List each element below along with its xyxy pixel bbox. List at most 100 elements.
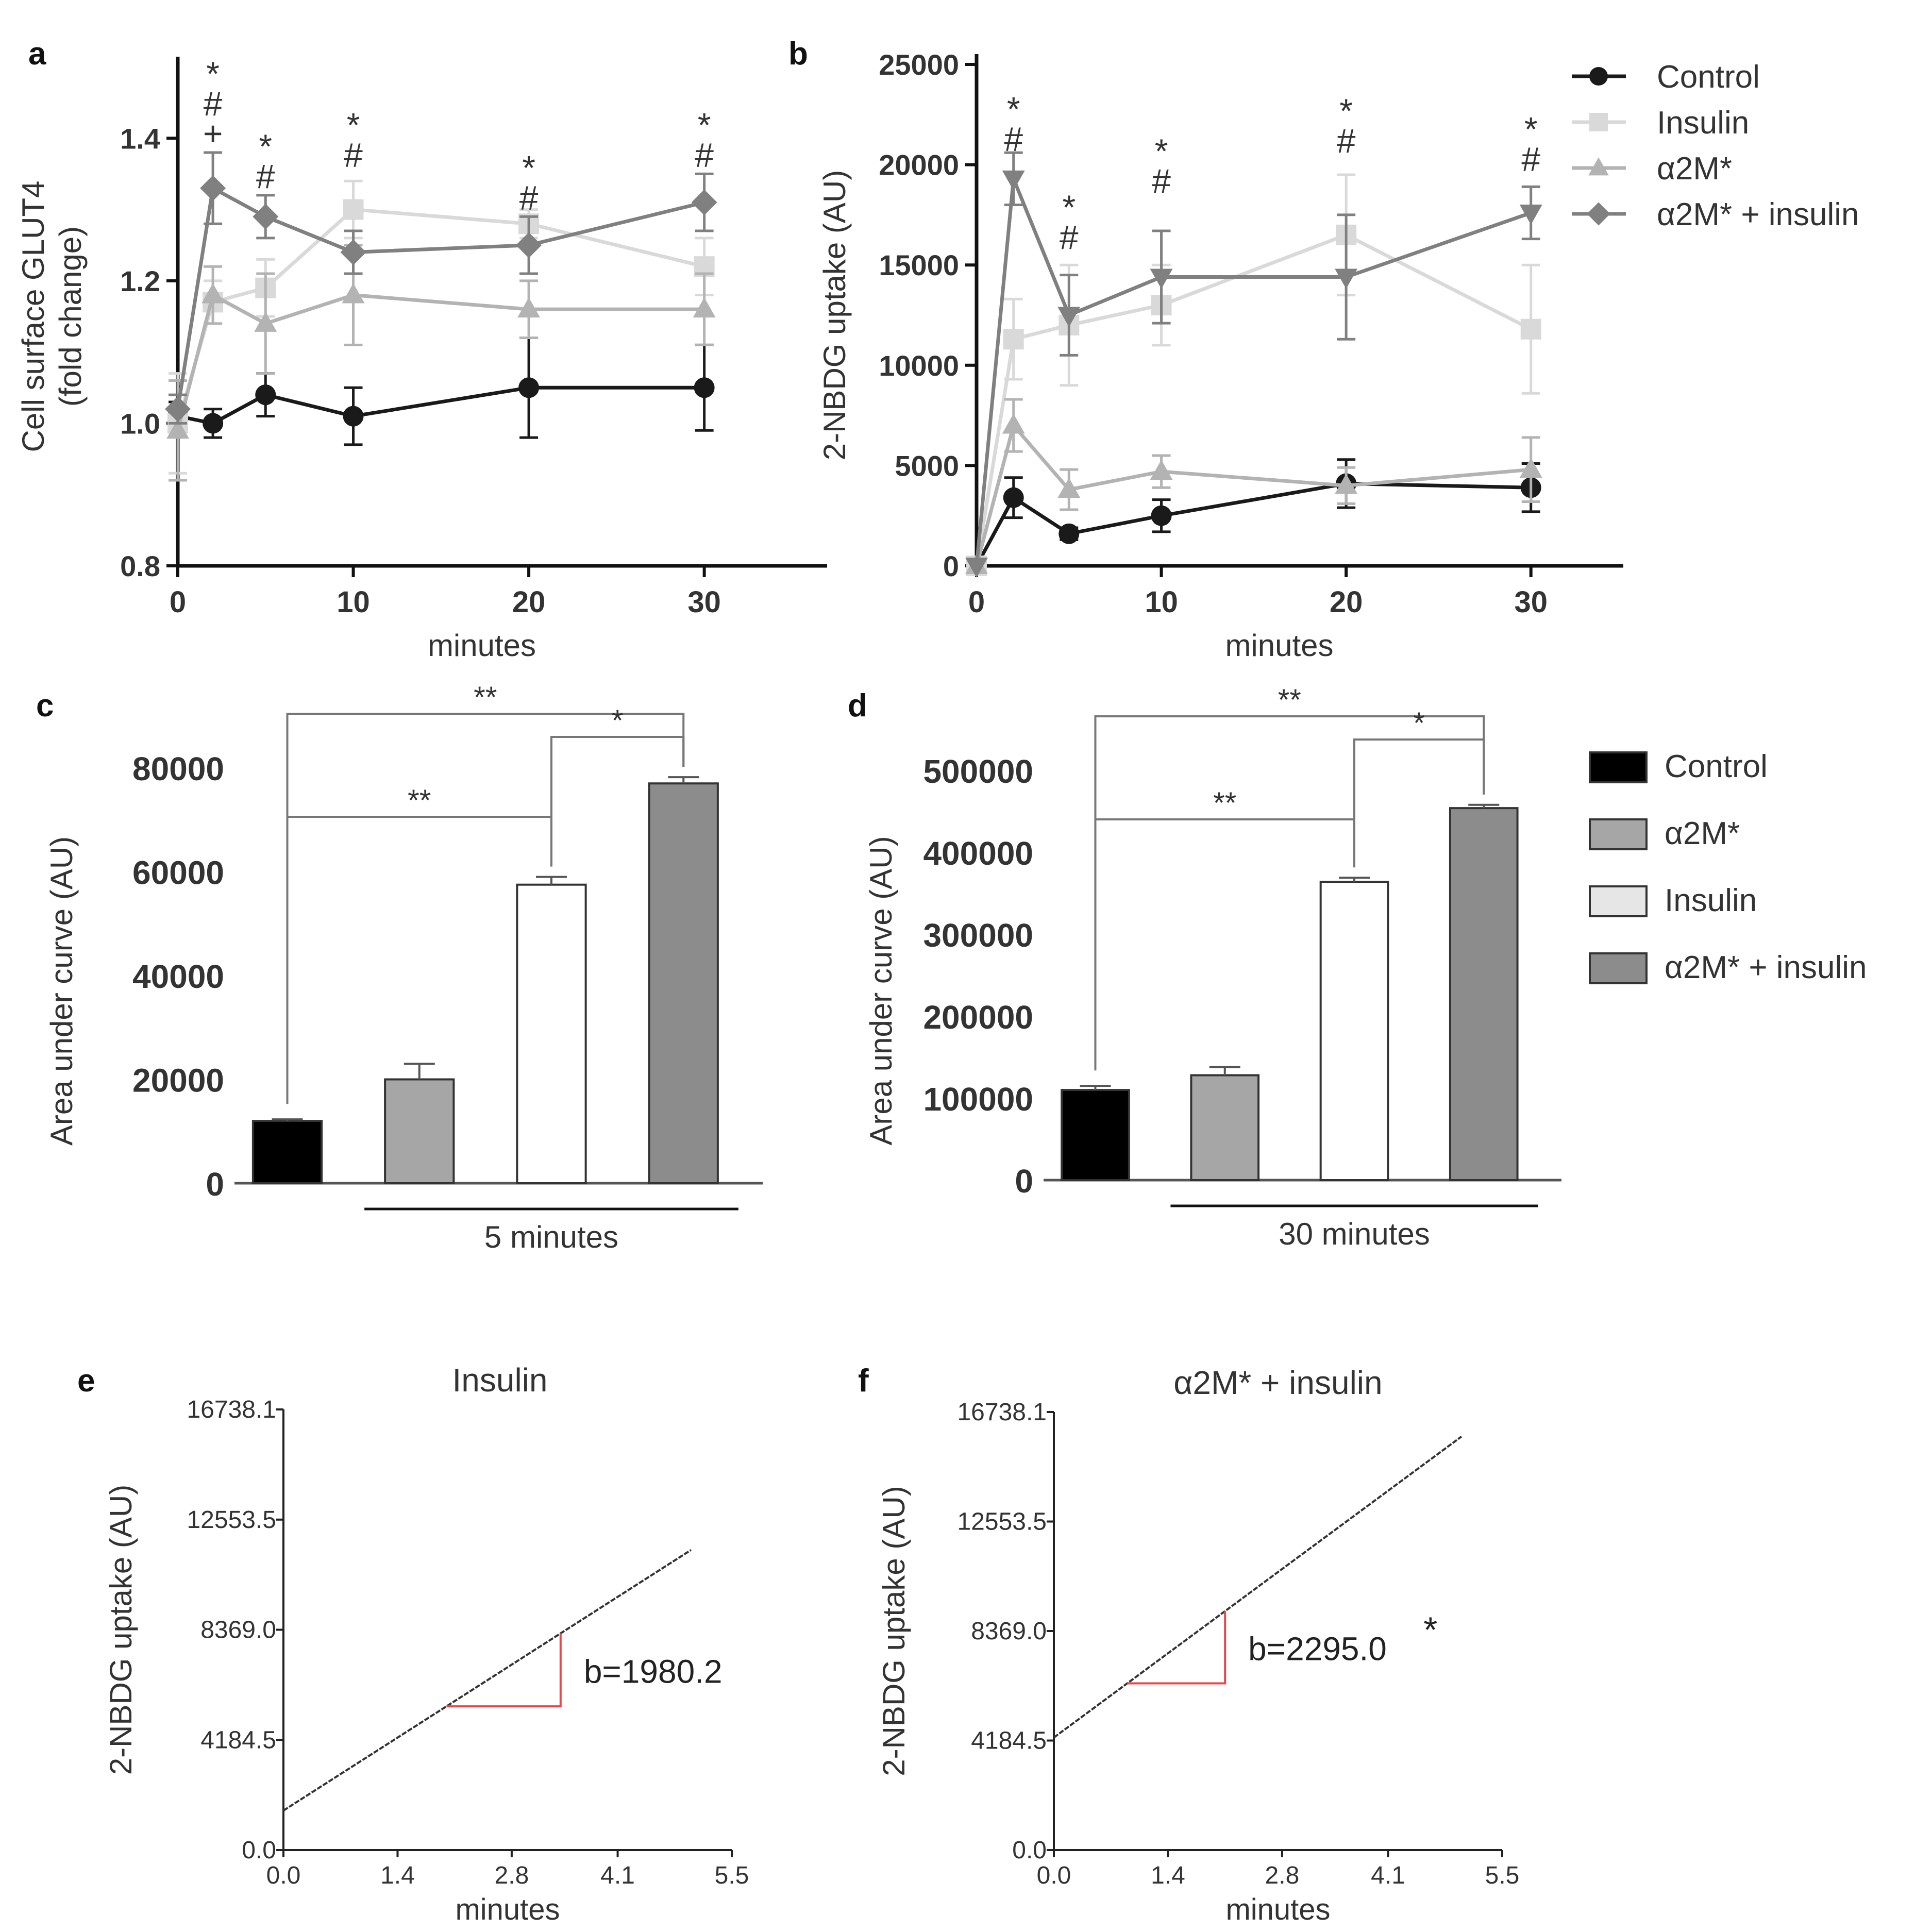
y-tick-label: 80000: [132, 750, 224, 787]
panel-letter: c: [36, 688, 54, 724]
x-tick-label: 5.5: [1485, 1862, 1520, 1889]
group-label: 30 minutes: [1279, 1217, 1430, 1251]
y-tick-label: 16738.1: [957, 1399, 1047, 1426]
series-line-insulin: [975, 232, 1532, 566]
legend-swatch: [1589, 885, 1648, 917]
y-tick-label: 40000: [132, 958, 224, 995]
y-tick-label: 0.0: [1012, 1837, 1047, 1864]
significance-mark: #: [695, 136, 714, 174]
data-point-insulin: [1520, 318, 1541, 340]
y-axis-title: Area under curve (AU): [44, 836, 79, 1146]
x-tick-label: 0: [170, 585, 186, 619]
panel-letter: e: [77, 1363, 95, 1399]
bar-a2m_insulin: [1449, 807, 1519, 1181]
y-tick-label: 0: [943, 550, 959, 582]
significance-mark: #: [204, 85, 223, 123]
x-axis-title: minutes: [1225, 1893, 1330, 1926]
legend-label: Insulin: [1665, 883, 1757, 918]
y-axis-title: (fold change): [53, 226, 88, 407]
significance-bracket: [1353, 738, 1485, 863]
legend-marker: [1588, 157, 1609, 176]
legend-marker: [1587, 202, 1610, 226]
series-line-a2m_insulin: [176, 185, 705, 410]
x-tick-label: 10: [337, 585, 370, 619]
significance-mark: *: [206, 55, 220, 93]
x-tick-label: 20: [512, 585, 546, 619]
data-point-a2m: [166, 418, 189, 439]
legend-swatch: [1589, 952, 1648, 984]
x-tick-label: 4.1: [1371, 1862, 1405, 1889]
y-tick-label: 100000: [923, 1081, 1033, 1118]
significance-mark: #: [1004, 120, 1023, 158]
significance-mark: #: [519, 179, 539, 217]
x-tick-label: 1.4: [380, 1862, 415, 1889]
significance-mark: *: [1062, 188, 1076, 226]
significance-mark: *: [1155, 132, 1168, 170]
bar-control: [251, 1120, 323, 1185]
data-point-a2m: [201, 283, 225, 304]
y-tick-label: 8369.0: [200, 1617, 276, 1644]
data-point-a2m_insulin: [1002, 170, 1025, 191]
data-point-control: [1151, 505, 1172, 526]
y-tick-label: 12553.5: [957, 1508, 1047, 1536]
y-tick-label: 20000: [132, 1062, 224, 1099]
data-point-a2m: [1150, 460, 1173, 480]
y-tick-label: 4184.5: [200, 1726, 276, 1754]
y-tick-label: 60000: [132, 854, 224, 892]
y-axis-title: 2-NBDG uptake (AU): [817, 170, 852, 461]
y-axis-title: 2-NBDG uptake (AU): [104, 1485, 138, 1775]
data-point-a2m_insulin: [253, 204, 279, 230]
x-axis-title: minutes: [455, 1893, 560, 1926]
significance-mark: *: [698, 106, 711, 144]
legend-label: Insulin: [1657, 105, 1749, 141]
panel-b-chart: b 0 5000 10000 15000 20000 25000 0 10 20 30 minutes…: [788, 36, 1623, 663]
y-tick-label: 200000: [923, 999, 1033, 1036]
significance-mark: #: [1060, 218, 1079, 256]
data-point-a2m: [1057, 478, 1081, 498]
data-point-control: [343, 406, 364, 427]
group-label: 5 minutes: [484, 1220, 618, 1254]
y-axis-title: Area under curve (AU): [864, 836, 898, 1145]
x-tick-label: 30: [1514, 585, 1548, 619]
panel-d-chart: d 0 100000 200000 300000 400000 500000 Area und…: [848, 683, 1561, 1251]
legend-label: α2M*: [1665, 816, 1740, 851]
bar-insulin: [516, 883, 587, 1184]
legend-marker: [1589, 113, 1608, 131]
y-tick-label: 1.2: [120, 265, 160, 297]
x-tick-label: 4.1: [600, 1862, 635, 1889]
significance-bracket: [286, 816, 552, 1104]
significance-bracket: [550, 736, 685, 862]
data-point-a2m: [1002, 413, 1025, 434]
bar-a2m: [1190, 1074, 1260, 1181]
data-point-a2m: [342, 283, 365, 304]
x-tick-label: 2.8: [1265, 1862, 1300, 1889]
x-axis-title: minutes: [428, 628, 536, 663]
chart-title: α2M* + insulin: [1173, 1364, 1382, 1401]
significance-mark: *: [522, 149, 535, 187]
data-point-a2m_insulin: [1057, 307, 1081, 327]
slope-triangle: [1127, 1611, 1227, 1685]
series-line-a2m: [975, 422, 1532, 566]
significance-mark: *: [347, 106, 360, 144]
slope-triangle: [446, 1633, 562, 1708]
significance-label: **: [474, 681, 497, 714]
significance-mark: *: [259, 127, 272, 165]
data-point-control: [203, 413, 224, 434]
data-point-insulin: [1003, 329, 1024, 350]
y-tick-label: 10000: [879, 349, 959, 382]
significance-mark: *: [1007, 90, 1020, 128]
panel-a-chart: a 0.8 1.0 1.2 1.4 0 10 20 30 minutes Cell surface …: [16, 36, 827, 663]
data-point-insulin: [343, 199, 364, 220]
panel-letter: f: [858, 1363, 869, 1399]
data-point-a2m_insulin: [691, 189, 717, 215]
regression-line: [282, 1549, 692, 1812]
y-tick-label: 0: [1015, 1163, 1033, 1200]
y-tick-label: 16738.1: [187, 1396, 276, 1423]
data-point-a2m_insulin: [1335, 268, 1358, 289]
legend-label: Control: [1657, 59, 1760, 95]
y-tick-label: 4184.5: [971, 1727, 1047, 1755]
series-line-a2m: [176, 292, 704, 431]
data-point-control: [255, 384, 276, 406]
y-tick-label: 12553.5: [187, 1506, 276, 1534]
bar-legend: Control α2M* Insulin α2M* + insulin: [1589, 749, 1867, 985]
